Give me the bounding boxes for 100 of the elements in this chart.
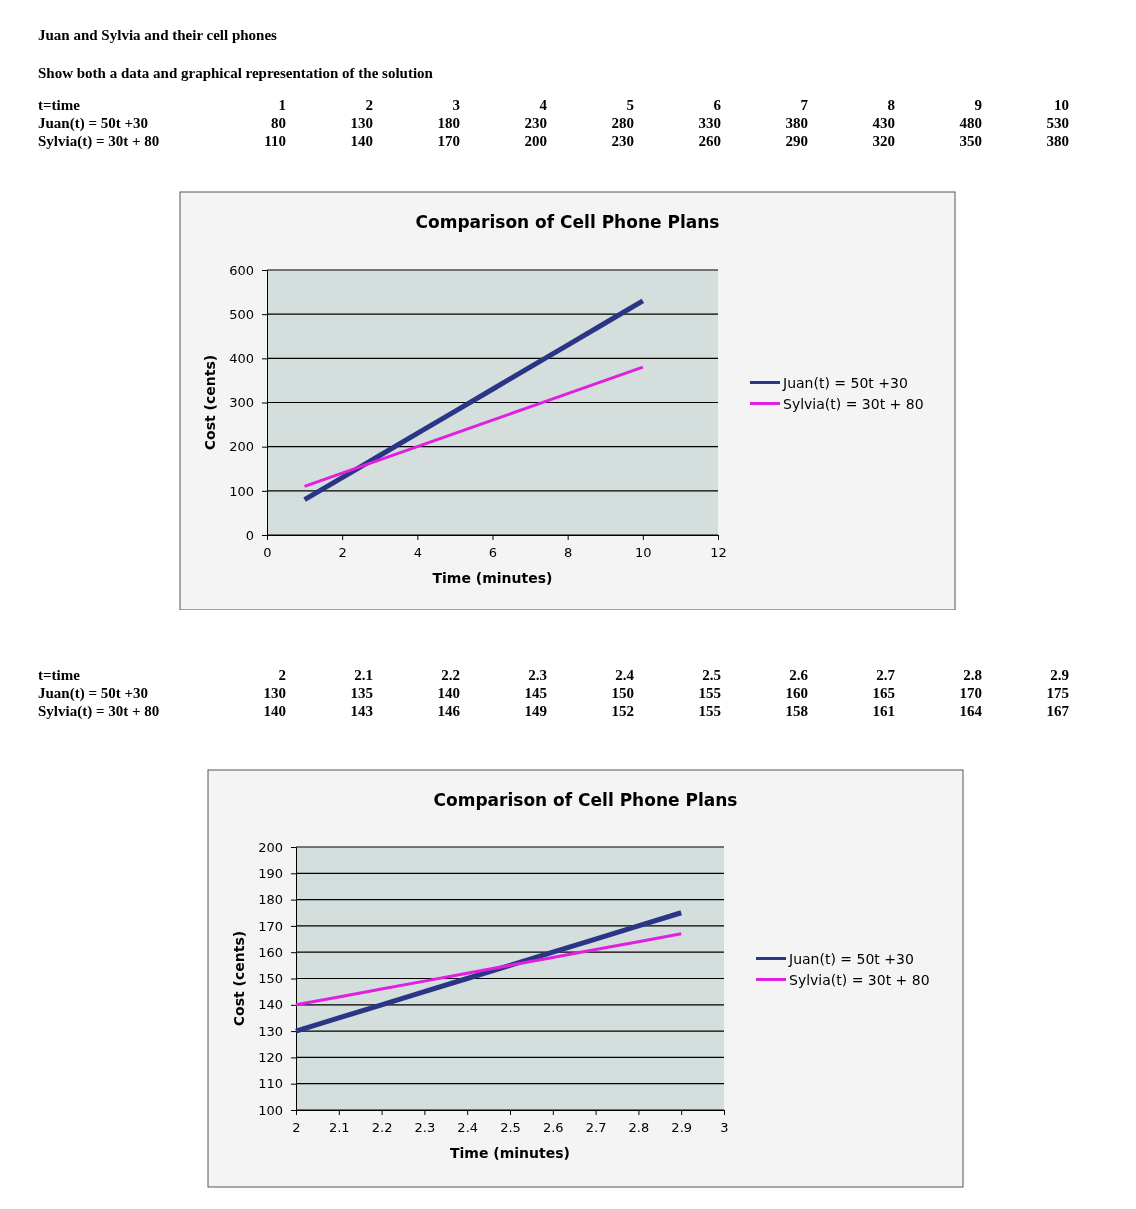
y-tick-label: 170 (258, 918, 283, 934)
y-tick-label: 200 (229, 439, 254, 455)
data-label: 167 (1046, 703, 1070, 719)
data-label: 180 (437, 115, 460, 131)
x-tick-label: 6 (713, 97, 722, 113)
data-label: 158 (785, 703, 808, 719)
data-label: 380 (785, 115, 808, 131)
x-tick-label: 2 (365, 97, 373, 113)
data-label: 140 (350, 133, 373, 149)
data-label: 380 (1046, 133, 1069, 149)
y-tick-label: 150 (258, 971, 283, 987)
data-label: 260 (698, 133, 721, 149)
data-label: 175 (1046, 685, 1069, 701)
x-tick-label: 2.3 (414, 1120, 436, 1136)
y-tick-label: 600 (229, 262, 254, 278)
x-tick-label: 2.6 (542, 1120, 564, 1136)
y-tick-label: 300 (229, 395, 254, 411)
data-label: 230 (524, 115, 547, 131)
data-label: 164 (959, 703, 983, 719)
x-tick-label: 8 (564, 545, 573, 561)
y-tick-label: 190 (258, 865, 283, 881)
x-tick-label: 10 (635, 545, 652, 561)
y-tick-label: 200 (258, 839, 283, 855)
x-tick-label: 3 (720, 1120, 729, 1136)
y-tick-label: 180 (258, 892, 283, 908)
x-tick-label: 10 (1054, 97, 1069, 113)
data-label: 149 (524, 703, 547, 719)
data-label: 130 (350, 115, 373, 131)
x-tick-label: 2 (292, 1120, 301, 1136)
x-tick-label: 2.6 (789, 667, 809, 683)
x-axis-title: Time (minutes) (450, 1145, 570, 1161)
y-tick-label: 100 (229, 483, 254, 499)
data-label: 200 (524, 133, 547, 149)
line-series (294, 932, 683, 1007)
x-tick-label: 2.4 (457, 1120, 479, 1136)
x-tick-label: 2.9 (671, 1120, 693, 1136)
data-label: 155 (698, 703, 721, 719)
y-axis-title: Cost (cents) (202, 354, 218, 451)
line-series (303, 365, 645, 488)
data-label: 80 (271, 115, 286, 131)
y-tick-label: Juan(t) = 50t +30 (38, 115, 149, 132)
x-tick-label: 2.2 (441, 667, 460, 683)
x-tick-label: 5 (626, 97, 634, 113)
x-tick-label: 1 (278, 97, 286, 113)
data-label: 320 (872, 133, 895, 149)
y-tick-label: Sylvia(t) = 30t + 80 (38, 133, 160, 150)
x-tick-label: 8 (887, 97, 895, 113)
data-label: 350 (959, 133, 982, 149)
y-tick-label: 400 (229, 350, 254, 366)
x-axis-title: Time (minutes) (432, 570, 553, 586)
x-tick-label: 2.8 (628, 1120, 650, 1136)
data-label: 170 (959, 685, 982, 701)
x-tick-label: 2.5 (500, 1120, 521, 1136)
chart-title: Comparison of Cell Phone Plans (433, 790, 738, 810)
legend-label: Juan(t) = 50t +30 (788, 950, 914, 967)
x-tick-label: 9 (974, 97, 982, 113)
x-tick-label: 4 (413, 545, 422, 561)
x-tick-label: 2.9 (1050, 667, 1069, 683)
y-tick-label: Juan(t) = 50t +30 (38, 685, 149, 702)
x-tick-label: 6 (488, 545, 498, 561)
y-tick-label: 120 (258, 1050, 283, 1066)
y-tick-label: 140 (258, 997, 283, 1013)
legend-label: Juan(t) = 50t +30 (782, 374, 908, 391)
x-tick-label: 4 (539, 97, 548, 113)
data-label: 170 (437, 133, 460, 149)
x-tick-label: 3 (452, 97, 460, 113)
x-tick-label: 2.1 (328, 1120, 350, 1136)
x-tick-label: 2.5 (702, 667, 721, 683)
y-tick-label: 0 (245, 527, 254, 543)
chart-title: Juan and Sylvia and their cell phones (38, 27, 278, 43)
data-label: 155 (698, 685, 721, 701)
y-tick-label: 160 (258, 944, 283, 960)
legend-label: Sylvia(t) = 30t + 80 (789, 971, 930, 988)
x-tick-label: 2.3 (528, 667, 547, 683)
x-tick-label: 2.7 (585, 1120, 607, 1136)
data-label: 280 (611, 115, 634, 131)
data-label: 330 (698, 115, 721, 131)
data-label: 530 (1046, 115, 1069, 131)
y-tick-label: 500 (229, 306, 254, 322)
data-label: 161 (872, 703, 895, 719)
x-tick-label: 12 (710, 545, 727, 561)
data-label: 152 (611, 703, 634, 719)
x-tick-label: 2.7 (876, 667, 896, 683)
y-tick-label: 100 (258, 1102, 283, 1118)
data-label: 140 (437, 685, 460, 701)
data-label: 165 (872, 685, 895, 701)
data-label: 430 (872, 115, 895, 131)
text: t=time (38, 97, 81, 113)
x-tick-label: 2.1 (354, 667, 373, 683)
data-label: 146 (437, 703, 461, 719)
x-tick-label: 2 (278, 667, 286, 683)
chart-subtitle: Show both a data and graphical representation of the solution (38, 65, 434, 81)
data-label: 160 (785, 685, 808, 701)
data-label: 230 (611, 133, 634, 149)
data-label: 145 (524, 685, 547, 701)
chart-title: Comparison of Cell Phone Plans (415, 212, 720, 232)
data-label: 290 (785, 133, 808, 149)
text: t=time (38, 667, 81, 683)
data-label: 480 (959, 115, 982, 131)
x-tick-label: 2.8 (963, 667, 982, 683)
